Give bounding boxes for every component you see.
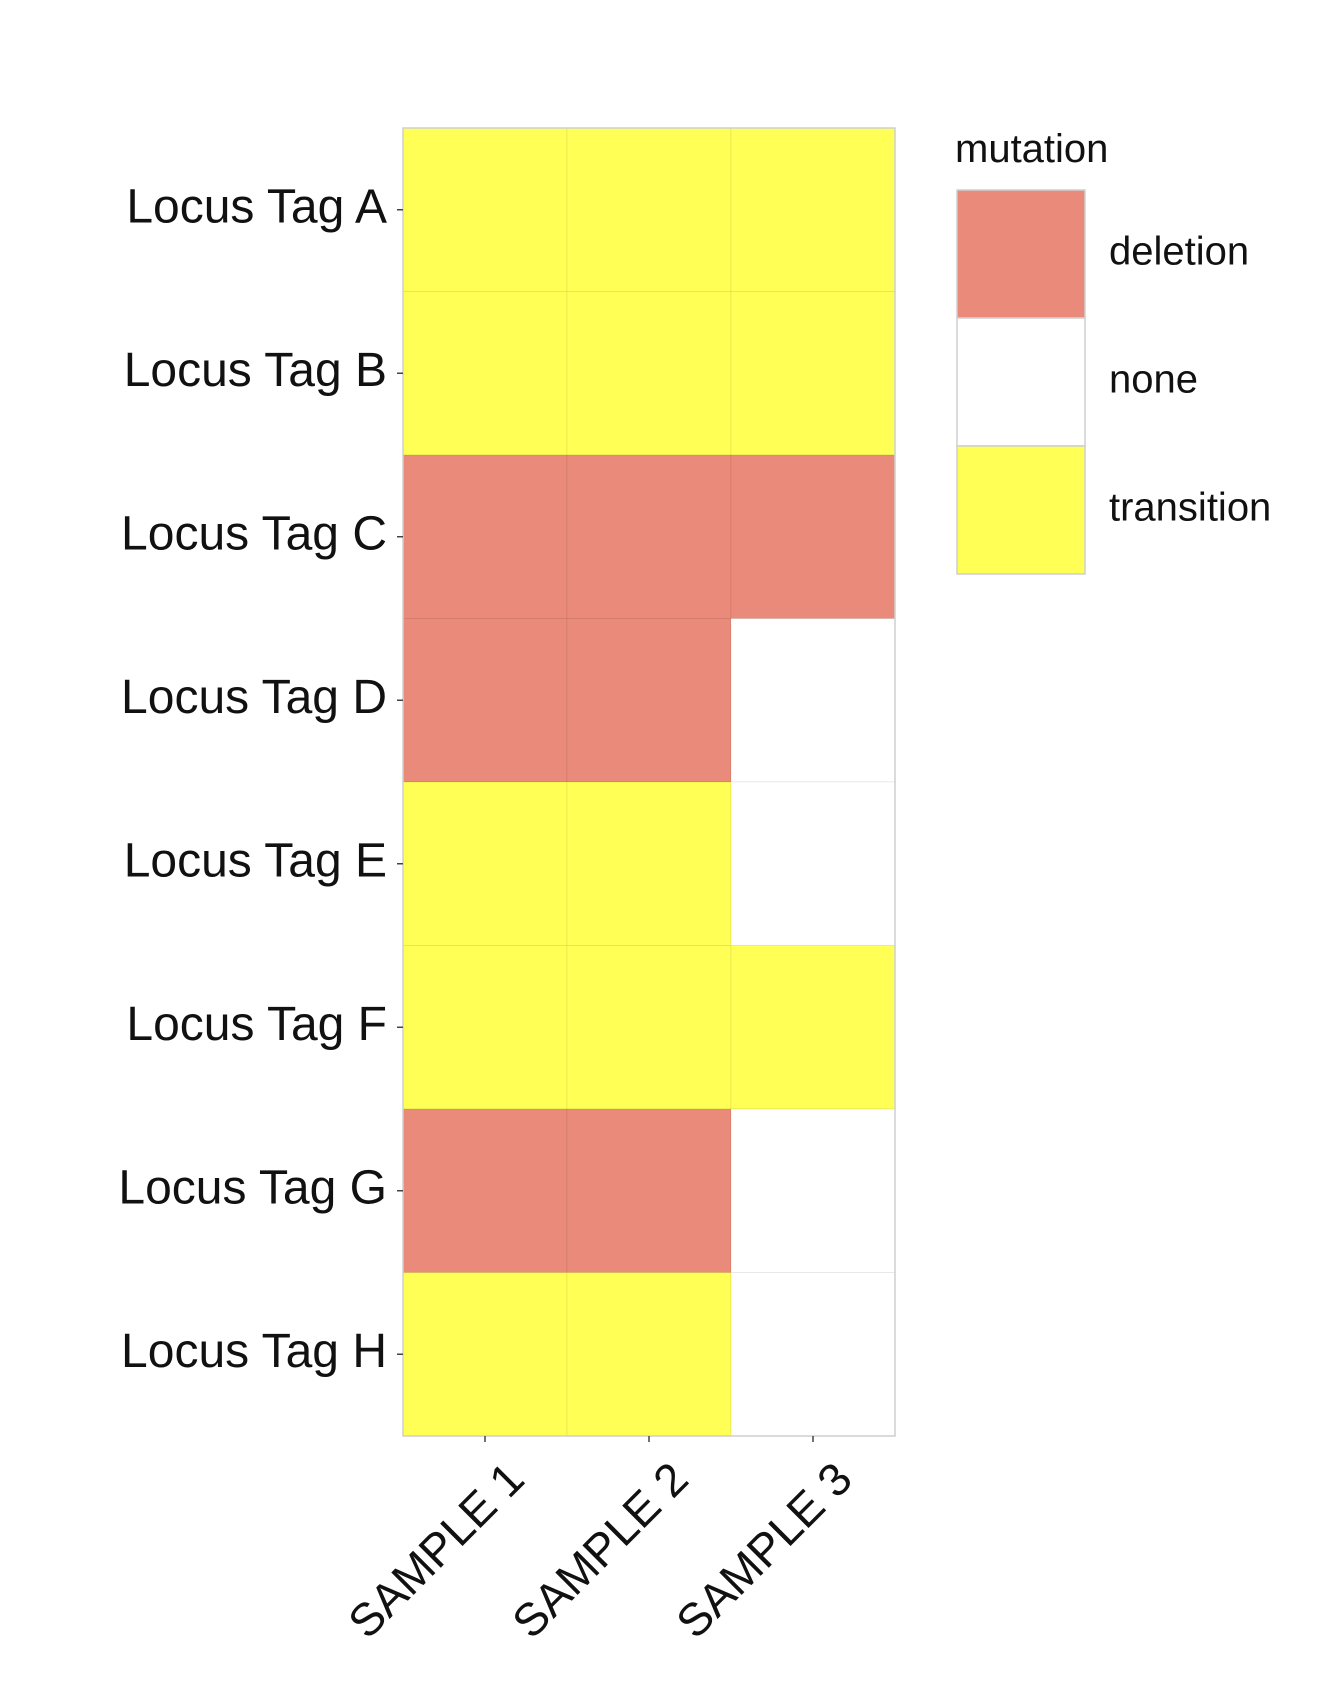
heatmap-cell-locus-tag-d-sample-1 (402, 618, 568, 783)
y-tick-label-locus-tag-f: Locus Tag F (126, 998, 387, 1051)
y-tick-label-locus-tag-g: Locus Tag G (118, 1161, 387, 1214)
heatmap-cell-locus-tag-a-sample-3 (730, 127, 896, 292)
heatmap-cell-locus-tag-e-sample-1 (402, 781, 568, 946)
y-tick-label-locus-tag-d: Locus Tag D (121, 671, 387, 724)
heatmap-cell-locus-tag-b-sample-3 (730, 291, 896, 456)
heatmap-cell-locus-tag-a-sample-1 (402, 127, 568, 292)
y-tick-label-locus-tag-c: Locus Tag C (121, 507, 387, 560)
heatmap-cell-locus-tag-e-sample-2 (566, 781, 732, 946)
legend-label-transition: transition (1109, 486, 1271, 530)
x-tick-label-sample-1: SAMPLE 1 (338, 1452, 534, 1648)
y-tick-label-locus-tag-h: Locus Tag H (121, 1325, 387, 1378)
y-tick-label-locus-tag-a: Locus Tag A (126, 180, 387, 233)
heatmap-cell-locus-tag-g-sample-3 (730, 1108, 896, 1273)
heatmap-cell-locus-tag-b-sample-1 (402, 291, 568, 456)
x-tick-label-sample-3: SAMPLE 3 (666, 1452, 862, 1648)
legend-title: mutation (955, 127, 1108, 171)
legend-key-transition (956, 445, 1086, 575)
legend-key-none (956, 317, 1086, 447)
legend-label-deletion: deletion (1109, 230, 1249, 274)
heatmap-cell-locus-tag-g-sample-1 (402, 1108, 568, 1273)
heatmap-cell-locus-tag-d-sample-2 (566, 618, 732, 783)
heatmap-cell-locus-tag-e-sample-3 (730, 781, 896, 946)
heatmap-cell-locus-tag-h-sample-1 (402, 1272, 568, 1437)
heatmap-cell-locus-tag-f-sample-2 (566, 945, 732, 1110)
y-tick-label-locus-tag-e: Locus Tag E (124, 834, 387, 887)
heatmap-cell-locus-tag-f-sample-1 (402, 945, 568, 1110)
legend: mutation deletion none transition (955, 127, 1271, 575)
heatmap-cell-locus-tag-g-sample-2 (566, 1108, 732, 1273)
legend-items: deletion none transition (956, 189, 1271, 575)
heatmap-cell-locus-tag-b-sample-2 (566, 291, 732, 456)
heatmap-cell-locus-tag-a-sample-2 (566, 127, 732, 292)
y-axis: Locus Tag A Locus Tag B Locus Tag C Locus T… (118, 180, 403, 1378)
heatmap-cell-locus-tag-f-sample-3 (730, 945, 896, 1110)
heatmap-cell-locus-tag-c-sample-2 (566, 454, 732, 619)
legend-label-none: none (1109, 358, 1198, 402)
y-tick-label-locus-tag-b: Locus Tag B (124, 344, 387, 397)
heatmap-cell-locus-tag-d-sample-3 (730, 618, 896, 783)
heatmap-cell-locus-tag-c-sample-1 (402, 454, 568, 619)
heatmap-cell-locus-tag-h-sample-3 (730, 1272, 896, 1437)
heatmap-cells (402, 127, 896, 1437)
x-tick-label-sample-2: SAMPLE 2 (502, 1452, 698, 1648)
heatmap-cell-locus-tag-h-sample-2 (566, 1272, 732, 1437)
legend-key-deletion (956, 189, 1086, 319)
heatmap-cell-locus-tag-c-sample-3 (730, 454, 896, 619)
